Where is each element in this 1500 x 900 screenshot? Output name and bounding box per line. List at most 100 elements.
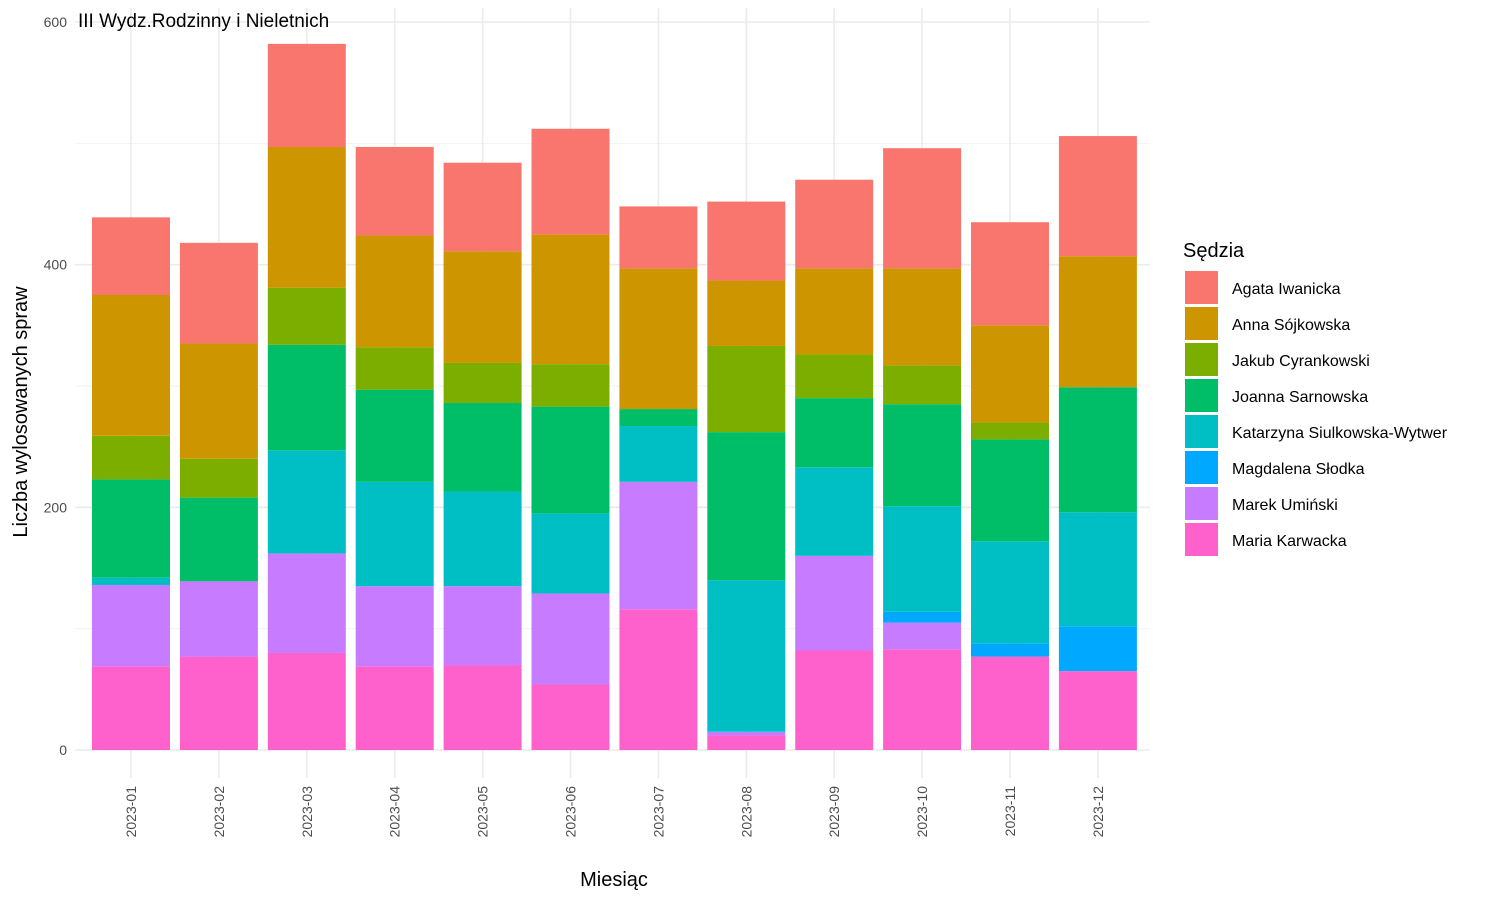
- x-axis-title: Miesiąc: [580, 869, 648, 891]
- bar-segment: [883, 622, 962, 650]
- x-tick-label: 2023-05: [475, 786, 491, 838]
- bar-segment: [355, 481, 434, 587]
- x-tick-label: 2023-02: [211, 786, 227, 838]
- bar-segment: [179, 242, 258, 344]
- y-tick-label: 200: [44, 499, 68, 515]
- x-tick-label: 2023-09: [826, 786, 842, 838]
- bar-segment: [795, 555, 874, 651]
- bar-segment: [1058, 256, 1137, 388]
- bar-segment: [795, 398, 874, 468]
- bar-segment: [971, 222, 1049, 326]
- legend-label: Magdalena Słodka: [1232, 461, 1365, 478]
- bar-segment: [619, 409, 698, 427]
- bar-segment: [443, 491, 522, 587]
- x-tick-label: 2023-01: [123, 786, 139, 838]
- legend-swatch: [1185, 451, 1218, 484]
- bar-segment: [883, 148, 962, 269]
- bar-segment: [971, 439, 1049, 542]
- y-axis-tick-labels: 0 200 400 600: [44, 14, 68, 758]
- bar-segment: [1058, 512, 1137, 627]
- bar-segment: [531, 234, 610, 365]
- bar-segment: [971, 541, 1049, 644]
- bar-segment: [971, 325, 1049, 423]
- bar-segment: [179, 581, 258, 657]
- legend-title: Sędzia: [1183, 240, 1245, 262]
- legend-label: Jakub Cyrankowski: [1232, 353, 1370, 370]
- bar-segment: [619, 426, 698, 482]
- bar-segment: [179, 343, 258, 459]
- bar-segment: [92, 435, 170, 480]
- bar-segment: [1058, 626, 1137, 672]
- legend-swatch: [1185, 487, 1218, 520]
- bar-segment: [355, 389, 434, 482]
- bar-segment: [707, 345, 786, 433]
- y-tick-label: 400: [44, 257, 68, 273]
- legend-label: Anna Sójkowska: [1232, 317, 1350, 334]
- bar-segment: [883, 365, 962, 405]
- bar-segment: [707, 280, 786, 346]
- legend-swatch: [1185, 307, 1218, 340]
- bar-segment: [707, 432, 786, 581]
- bar-segment: [355, 666, 434, 750]
- y-tick-label: 0: [59, 742, 67, 758]
- bar-segment: [795, 354, 874, 399]
- legend-swatch: [1185, 523, 1218, 556]
- bar-segment: [795, 268, 874, 355]
- bar-segment: [267, 450, 346, 554]
- bar-segment: [443, 162, 522, 252]
- bars: [92, 43, 1137, 750]
- legend-swatch: [1185, 343, 1218, 376]
- x-tick-label: 2023-12: [1090, 786, 1106, 838]
- chart-title: III Wydz.Rodzinny i Nieletnich: [78, 11, 329, 32]
- bar-segment: [707, 731, 786, 736]
- bar-segment: [1058, 671, 1137, 750]
- bar-segment: [795, 467, 874, 556]
- bar-segment: [707, 201, 786, 281]
- bar-segment: [971, 656, 1049, 750]
- bar-segment: [179, 458, 258, 498]
- legend-label: Agata Iwanicka: [1232, 281, 1341, 298]
- bar-segment: [531, 513, 610, 594]
- legend-label: Marek Umiński: [1232, 497, 1338, 514]
- bar-segment: [443, 665, 522, 750]
- bar-segment: [1058, 136, 1137, 257]
- bar-segment: [355, 146, 434, 236]
- bar-segment: [355, 586, 434, 667]
- bar-segment: [531, 593, 610, 685]
- bar-segment: [92, 666, 170, 750]
- x-tick-label: 2023-10: [914, 786, 930, 838]
- bar-segment: [883, 268, 962, 366]
- bar-segment: [92, 577, 170, 585]
- bar-segment: [92, 584, 170, 667]
- bar-segment: [179, 497, 258, 582]
- bar-segment: [179, 656, 258, 750]
- y-tick-label: 600: [44, 14, 68, 30]
- x-tick-label: 2023-07: [650, 786, 666, 838]
- bar-segment: [531, 684, 610, 750]
- bar-segment: [267, 146, 346, 288]
- bar-segment: [619, 206, 698, 269]
- legend-swatch: [1185, 415, 1218, 448]
- x-tick-label: 2023-11: [1002, 786, 1018, 837]
- bar-segment: [531, 406, 610, 514]
- bar-segment: [619, 268, 698, 410]
- legend-label: Katarzyna Siulkowska-Wytwer: [1232, 425, 1448, 442]
- bar-segment: [971, 643, 1049, 657]
- bar-segment: [267, 43, 346, 147]
- legend-label: Maria Karwacka: [1232, 533, 1347, 550]
- y-axis-title: Liczba wylosowanych spraw: [10, 286, 32, 538]
- x-tick-label: 2023-03: [299, 786, 315, 838]
- x-tick-label: 2023-04: [387, 786, 403, 838]
- bar-segment: [971, 422, 1049, 440]
- bar-segment: [443, 402, 522, 492]
- bar-segment: [267, 344, 346, 451]
- bar-segment: [92, 295, 170, 436]
- bar-segment: [883, 404, 962, 507]
- bar-segment: [619, 481, 698, 610]
- bar-segment: [267, 652, 346, 750]
- bar-segment: [531, 128, 610, 235]
- legend-swatch: [1185, 271, 1218, 304]
- bar-segment: [883, 506, 962, 612]
- bar-segment: [531, 364, 610, 407]
